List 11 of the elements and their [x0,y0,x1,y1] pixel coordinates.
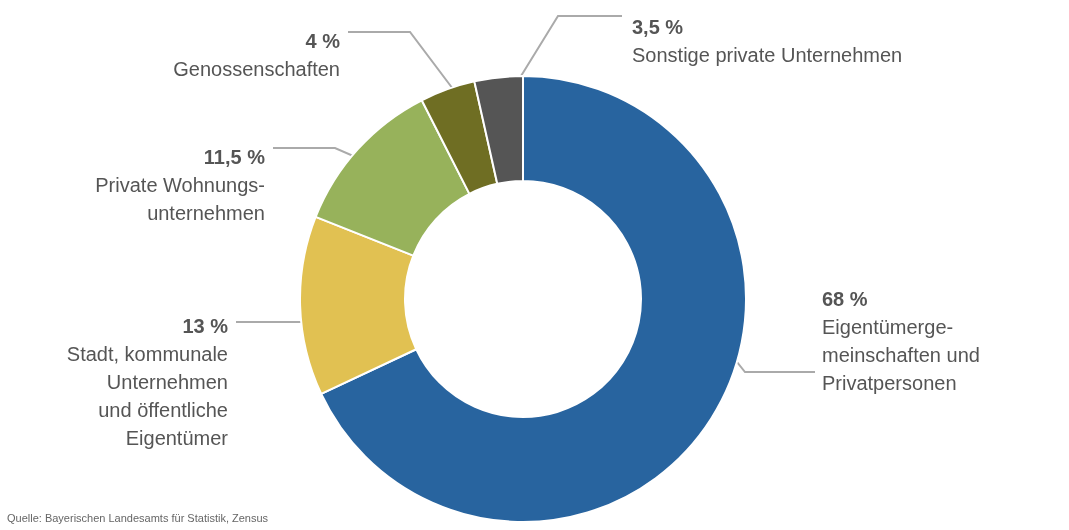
data-label: 4 % [305,30,341,52]
slice-label: Sonstige private Unternehmen [632,44,903,66]
slice-label: Genossenschaften [173,58,340,80]
slice-label: Eigentümerge- meinschaften und Privatpersonen [822,316,980,394]
data-label: 13 % [182,315,229,337]
slice-label: Stadt, kommunale Unternehmen und öffentliche Eigentümer [66,343,229,449]
data-label: 68 % [822,288,868,310]
data-label: 11,5 % [203,146,266,168]
data-label: 3,5 % [632,16,684,38]
source-note: Quelle: Bayerischen Landesamts für Statistik, Zensus [7,511,269,524]
slice-label: Private Wohnungs- unternehmen [95,174,265,224]
